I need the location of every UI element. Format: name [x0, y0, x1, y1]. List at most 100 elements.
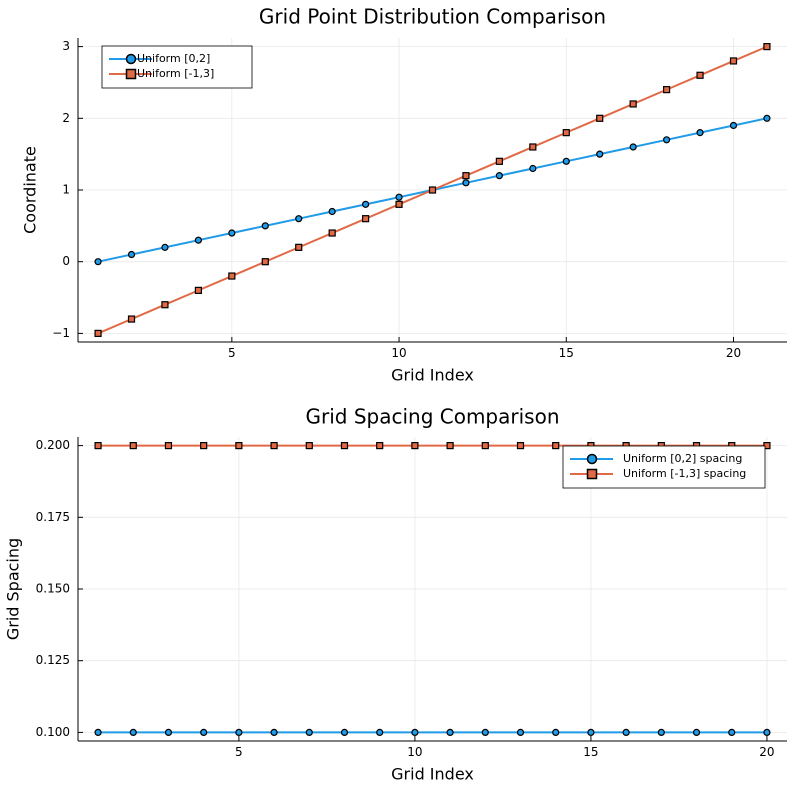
x-tick-label: 5	[235, 745, 243, 759]
data-point	[411, 728, 419, 736]
legend-label: Uniform [0,2] spacing	[623, 452, 742, 465]
chart-title: Grid Spacing Comparison	[305, 405, 559, 429]
series-1	[94, 728, 771, 736]
data-point	[200, 728, 208, 736]
data-point	[328, 207, 336, 216]
data-point	[261, 258, 269, 266]
legend-marker	[125, 53, 137, 65]
data-point	[194, 286, 202, 294]
x-tick-label: 10	[391, 346, 406, 360]
y-tick-label: 0.150	[36, 582, 70, 596]
data-point	[362, 215, 370, 223]
data-point	[696, 129, 704, 137]
legend: Uniform [0,2] Uniform [-1,3]	[101, 45, 253, 89]
data-point	[763, 728, 771, 736]
x-axis-label: Grid Index	[391, 366, 474, 385]
data-point	[228, 272, 236, 280]
data-point	[295, 243, 303, 251]
data-point	[622, 728, 630, 736]
x-tick-label: 5	[228, 346, 236, 360]
data-point	[529, 164, 537, 173]
data-point	[235, 728, 243, 736]
data-point	[376, 728, 384, 736]
data-point	[529, 143, 537, 151]
data-point	[462, 172, 470, 180]
data-point	[328, 229, 336, 237]
data-point	[663, 86, 671, 94]
data-point	[395, 200, 403, 208]
data-point	[763, 43, 771, 51]
y-tick-label: 1	[62, 183, 70, 197]
data-point	[552, 442, 560, 450]
data-point	[763, 114, 771, 122]
legend-box	[101, 45, 253, 89]
data-point	[428, 186, 437, 194]
data-point	[395, 193, 403, 201]
x-axis-label: Grid Index	[391, 765, 474, 784]
data-point	[629, 143, 637, 151]
data-point	[94, 258, 102, 266]
x-tick-label: 15	[583, 745, 598, 759]
series-2	[94, 43, 771, 337]
data-point	[305, 728, 313, 736]
data-point	[516, 442, 525, 450]
y-axis-label: Coordinate	[21, 146, 40, 234]
y-tick-label: 0.100	[36, 725, 70, 739]
legend-box	[562, 445, 766, 489]
data-point	[340, 442, 349, 450]
y-tick-label: 2	[62, 111, 70, 125]
y-tick-label: 0	[62, 254, 70, 268]
data-point	[270, 728, 278, 736]
data-point	[362, 200, 370, 208]
chart-2: Grid Spacing Comparison 5 10 15 20 0.100 0.125…	[4, 405, 787, 784]
data-point	[261, 222, 269, 230]
data-point	[692, 728, 701, 736]
data-point	[728, 728, 736, 736]
data-point	[376, 442, 384, 450]
y-tick-label: −1	[52, 326, 70, 340]
data-point	[481, 728, 489, 736]
data-point	[94, 329, 102, 337]
data-point	[562, 157, 570, 165]
data-point	[164, 728, 173, 736]
y-tick-label: 0.200	[36, 438, 70, 452]
data-point	[129, 442, 137, 450]
legend-label: Uniform [-1,3] spacing	[623, 467, 746, 480]
data-point	[127, 250, 136, 259]
data-point	[235, 442, 243, 450]
data-point	[596, 150, 604, 158]
y-axis-label: Grid Spacing	[4, 538, 23, 640]
data-point	[552, 728, 560, 736]
data-point	[129, 728, 137, 736]
x-tick-label: 20	[759, 745, 774, 759]
data-point	[194, 236, 202, 244]
y-tick-label: 3	[62, 39, 70, 53]
y-tick-label: 0.175	[36, 510, 70, 524]
data-point	[446, 728, 454, 736]
data-point	[587, 728, 595, 736]
data-point	[270, 442, 278, 450]
data-point	[629, 100, 637, 108]
data-point	[481, 442, 489, 450]
data-point	[164, 442, 173, 450]
data-point	[696, 71, 704, 79]
x-tick-label: 10	[407, 745, 422, 759]
data-point	[94, 728, 102, 736]
data-point	[729, 121, 738, 130]
legend-marker	[586, 468, 598, 480]
data-point	[495, 157, 503, 165]
data-point	[446, 442, 454, 450]
data-point	[161, 243, 169, 251]
data-point	[295, 215, 303, 223]
data-point	[94, 442, 102, 450]
chart-title: Grid Point Distribution Comparison	[259, 5, 606, 29]
data-point	[228, 229, 236, 237]
x-tick-label: 15	[559, 346, 574, 360]
legend-label: Uniform [0,2]	[137, 52, 210, 65]
data-point	[161, 301, 169, 309]
data-point	[663, 136, 671, 144]
data-point	[305, 442, 313, 450]
data-point	[596, 114, 604, 122]
